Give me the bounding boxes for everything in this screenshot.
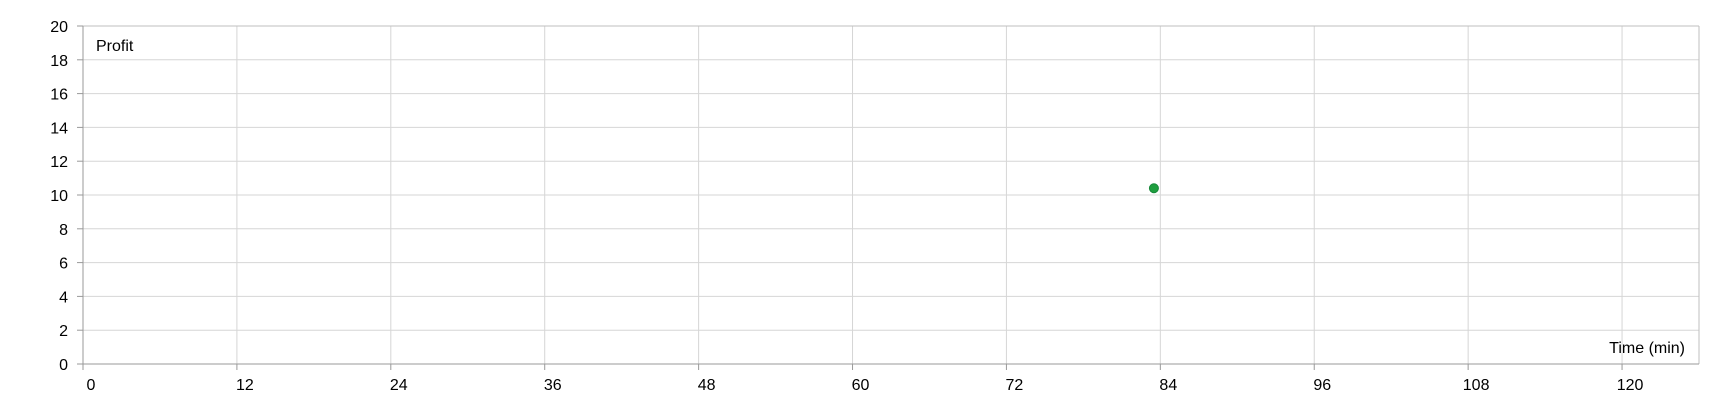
x-tick-label: 108 (1463, 377, 1490, 394)
x-tick-label: 84 (1159, 377, 1177, 394)
y-tick-label: 12 (50, 154, 68, 171)
x-tick-label: 24 (390, 377, 408, 394)
y-tick-label: 14 (50, 120, 68, 137)
y-tick-label: 6 (59, 256, 68, 273)
axes (77, 25, 1700, 370)
y-tick-label: 2 (59, 323, 68, 340)
y-tick-label: 10 (50, 188, 68, 205)
y-axis-label: Profit (96, 38, 134, 55)
x-tick-label: 12 (236, 377, 254, 394)
x-tick-label: 0 (87, 377, 96, 394)
x-tick-label: 36 (544, 377, 562, 394)
x-tick-label: 60 (852, 377, 870, 394)
x-tick-label: 72 (1006, 377, 1024, 394)
x-tick-label: 120 (1617, 377, 1644, 394)
x-axis-label: Time (min) (1609, 340, 1685, 357)
y-tick-label: 4 (59, 289, 68, 306)
y-tick-label: 20 (50, 19, 68, 36)
y-tick-label: 8 (59, 222, 68, 239)
y-tick-label: 16 (50, 87, 68, 104)
x-tick-label: 48 (698, 377, 716, 394)
y-tick-label: 0 (59, 357, 68, 374)
y-tick-label: 18 (50, 53, 68, 70)
grid (82, 25, 1699, 365)
data-points (1148, 183, 1159, 194)
data-point (1148, 183, 1159, 194)
x-tick-label: 96 (1313, 377, 1331, 394)
